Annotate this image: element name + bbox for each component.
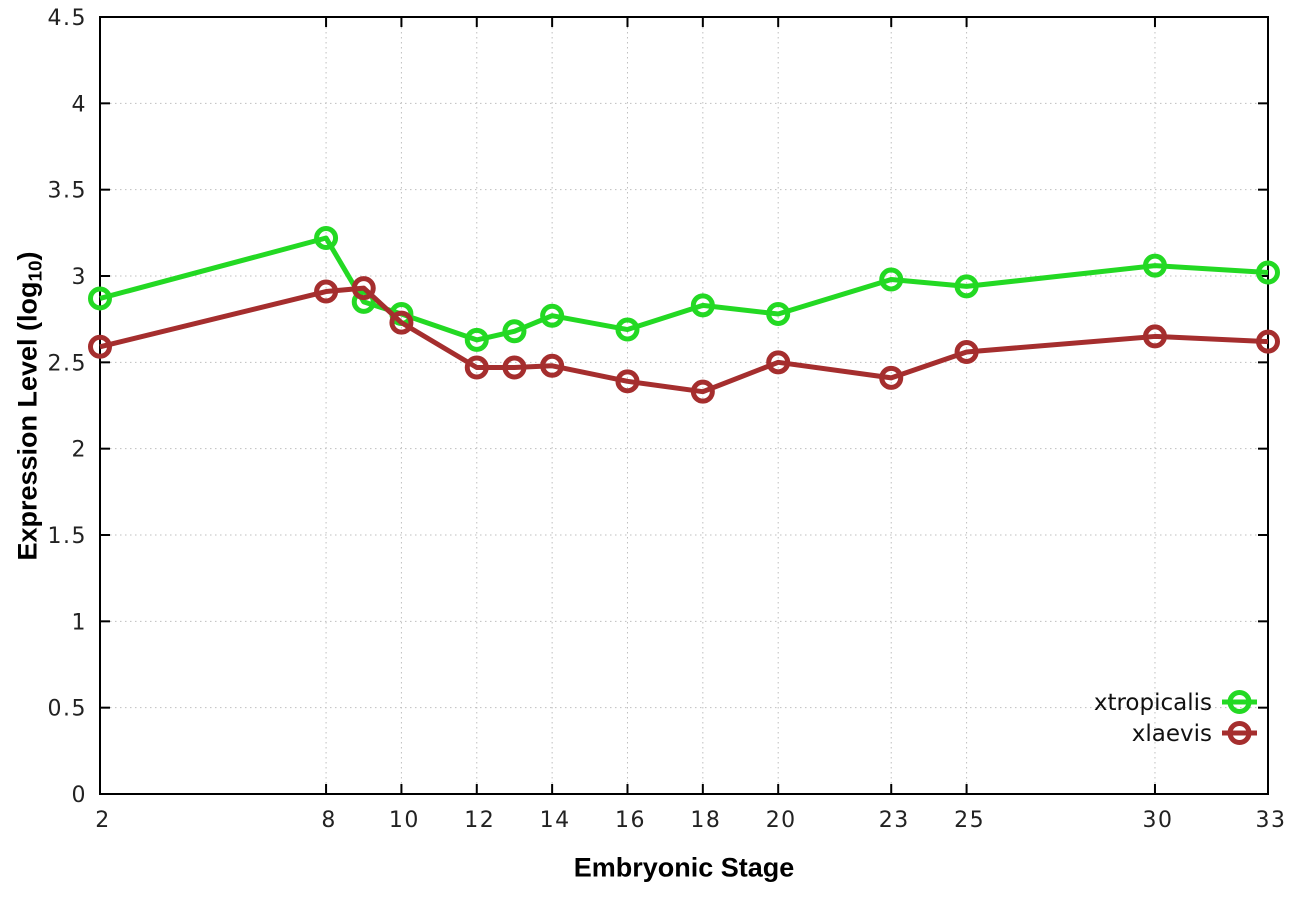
legend-label-xtropicalis: xtropicalis	[1094, 690, 1212, 716]
series-xlaevis-marker	[690, 379, 715, 404]
y-tick-label: 1	[72, 610, 88, 635]
series-xlaevis-marker	[766, 350, 791, 375]
series-xtropicalis-line	[99, 235, 1269, 343]
legend-sample-marker-xtropicalis	[1227, 690, 1252, 714]
series-xlaevis-marker	[88, 334, 112, 359]
series-xtropicalis-marker	[540, 303, 565, 328]
legend-label-xlaevis: xlaevis	[1132, 721, 1212, 747]
x-tick-label: 12	[464, 808, 495, 833]
series-xtropicalis-marker	[766, 301, 791, 326]
x-tick-label: 10	[389, 808, 420, 833]
x-tick-label: 18	[690, 808, 721, 833]
y-tick-label: 4	[72, 92, 88, 117]
y-tick-label: 3.5	[48, 179, 88, 204]
series-xtropicalis-marker	[88, 286, 112, 311]
series-xtropicalis-marker	[502, 319, 527, 344]
x-tick-label: 16	[615, 808, 646, 833]
series-xtropicalis-marker	[690, 293, 715, 318]
x-tick-label: 2	[95, 808, 111, 833]
series-xlaevis-marker	[879, 365, 904, 390]
y-tick-label: 2.5	[48, 351, 88, 376]
plot-border	[99, 16, 1269, 795]
y-axis-title-main: Expression Level (log	[12, 281, 43, 561]
legend-sample-marker-xlaevis	[1227, 721, 1252, 745]
y-axis-title: Expression Level (log10)	[12, 251, 47, 560]
series-xtropicalis-marker	[954, 274, 979, 299]
y-tick-label: 1.5	[48, 524, 88, 549]
series-xlaevis-marker	[502, 355, 527, 380]
y-axis-title-subscript: 10	[25, 260, 47, 282]
x-axis-title: Embryonic Stage	[573, 852, 795, 883]
series-xtropicalis-marker	[1256, 260, 1280, 285]
series-xlaevis-marker	[1142, 324, 1167, 349]
series-xtropicalis-marker	[1142, 253, 1167, 278]
series-xlaevis-marker	[615, 369, 640, 394]
y-tick-label: 3	[72, 265, 88, 290]
series-xlaevis-line	[99, 285, 1269, 395]
series-xlaevis-marker	[540, 353, 565, 378]
x-tick-label: 30	[1142, 808, 1173, 833]
series-xlaevis-marker	[1256, 329, 1280, 354]
series-xtropicalis-marker	[615, 317, 640, 342]
series-xlaevis-marker	[464, 355, 489, 380]
x-tick-label: 20	[766, 808, 797, 833]
y-axis-title-end: )	[12, 251, 43, 261]
series-xlaevis-marker	[954, 339, 979, 364]
series-xtropicalis-marker	[314, 226, 339, 251]
series-xlaevis-marker	[351, 276, 376, 301]
y-tick-label: 4.5	[48, 6, 88, 31]
x-tick-label: 8	[321, 808, 337, 833]
series-xtropicalis-marker	[351, 289, 376, 314]
y-tick-label: 0	[72, 783, 88, 808]
y-tick-label: 0.5	[48, 697, 88, 722]
x-tick-label: 25	[954, 808, 985, 833]
series-xtropicalis-marker	[879, 267, 904, 292]
y-tick-label: 2	[72, 438, 88, 463]
x-tick-label: 14	[540, 808, 571, 833]
series-xlaevis-marker	[389, 310, 414, 335]
x-tick-label: 23	[879, 808, 910, 833]
x-tick-label: 33	[1256, 808, 1287, 833]
series-xlaevis-marker	[314, 279, 339, 304]
series-xtropicalis-marker	[464, 327, 489, 352]
